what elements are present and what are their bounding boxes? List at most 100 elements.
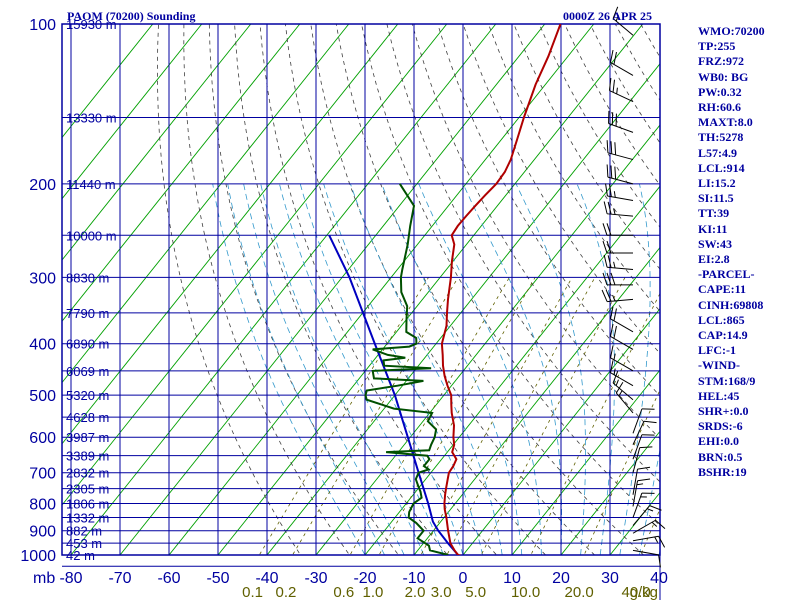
index-item: CINH:69808 [698, 297, 764, 312]
index-item: TH:5278 [698, 130, 744, 145]
barb-half-flag [613, 353, 616, 360]
barb-staff [607, 152, 634, 161]
temperature-tick-label: -60 [157, 570, 180, 587]
wind-barb [632, 420, 657, 445]
index-item: CAP:14.9 [698, 328, 748, 343]
moist-adiabat [299, 183, 464, 555]
x-axis-label: g/kg [630, 584, 658, 600]
height-label: 882 m [66, 524, 102, 539]
dry-adiabat [386, 24, 660, 483]
wind-barb [612, 371, 634, 401]
barb-staff [612, 382, 634, 401]
height-label: 6069 m [66, 364, 109, 379]
dry-adiabats [156, 24, 800, 566]
barb-flag [601, 289, 608, 302]
index-item: WMO:70200 [698, 24, 765, 38]
barb-flag [614, 166, 617, 180]
barb-flag [610, 165, 613, 179]
barb-half-flag [646, 508, 654, 512]
mixing-ratio-label: 20.0 [565, 584, 594, 600]
temperature-tick-label: -40 [255, 570, 278, 587]
wind-barb [632, 434, 655, 460]
height-label: 6890 m [66, 337, 109, 352]
isotherm-line [62, 24, 350, 384]
wind-barb [609, 360, 634, 387]
barb-flag [637, 466, 651, 470]
barb-flag [602, 223, 608, 236]
barb-flag [615, 381, 624, 394]
wind-barb [603, 201, 634, 217]
barb-staff [632, 408, 643, 434]
barb-flag [609, 345, 614, 358]
barb-flag [639, 446, 653, 449]
barb-flag [607, 255, 612, 268]
dry-adiabat [259, 24, 498, 555]
barb-flag [606, 223, 612, 236]
y-axis-label: mb [33, 570, 55, 587]
dry-adiabat [793, 24, 800, 566]
isotherm-line [266, 63, 660, 555]
wind-barb [632, 446, 653, 473]
mixing-ratio-line [530, 292, 660, 555]
wind-barb [632, 408, 655, 434]
pressure-tick-label: 100 [29, 17, 56, 34]
index-item: LCL:914 [698, 160, 745, 175]
wind-barb [603, 254, 634, 271]
dry-adiabat [564, 24, 660, 186]
pressure-tick-label: 600 [29, 430, 56, 447]
barb-flag [609, 49, 614, 63]
height-label: 15930 m [66, 17, 117, 32]
index-item: EI:2.8 [698, 252, 730, 267]
moist-adiabat [619, 183, 651, 555]
barb-staff [610, 372, 634, 387]
wind-barb [602, 240, 633, 254]
mixing-ratio-label: 1.0 [362, 584, 383, 600]
barb-flag [607, 201, 612, 215]
wind-barb [632, 519, 666, 534]
wind-barb [602, 223, 633, 236]
temperature-tick-label: 40 [650, 570, 668, 587]
temperature-trace [440, 24, 562, 555]
station-title: PAOM (70200) Sounding [67, 9, 196, 23]
barb-flag [608, 77, 612, 91]
index-item: KI:11 [698, 221, 728, 236]
isotherm-line [62, 24, 301, 322]
height-label: 3987 m [66, 430, 109, 445]
profiles [328, 24, 562, 555]
index-item: LI:15.2 [698, 176, 736, 191]
barb-staff [632, 420, 645, 445]
height-label: 4628 m [66, 410, 109, 425]
height-label: 8830 m [66, 270, 109, 285]
temperature-tick-label: -30 [304, 570, 327, 587]
moist-adiabat [515, 183, 586, 555]
barb-staff [607, 298, 634, 303]
barb-flag [606, 140, 609, 153]
barb-staff [612, 18, 634, 36]
barb-half-flag [618, 390, 623, 397]
barb-staff [609, 90, 634, 103]
index-item: LFC:-1 [698, 343, 736, 358]
barb-staff [607, 266, 634, 271]
barb-half-flag [615, 15, 619, 22]
temperature-tick-label: 10 [503, 570, 521, 587]
barb-flag [658, 554, 661, 568]
barb-flag [602, 272, 608, 286]
index-item: RH:60.6 [698, 100, 741, 115]
temperature-tick-label: -50 [206, 570, 229, 587]
index-item: -WIND- [698, 358, 740, 373]
barb-staff [610, 357, 634, 372]
wind-barb [601, 289, 634, 303]
grid [61, 23, 661, 600]
wind-barb [632, 505, 662, 526]
wind-barb [609, 306, 634, 333]
mixing-ratio-line [378, 277, 536, 555]
height-label: 11440 m [66, 177, 116, 192]
temperature-tick-label: -20 [353, 570, 376, 587]
barb-half-flag [654, 536, 659, 543]
isotherm-line [217, 24, 644, 555]
mixing-ratio-label: 0.2 [276, 584, 297, 600]
wind-barb [609, 49, 634, 76]
barb-flag [643, 420, 657, 424]
barb-staff [610, 318, 634, 333]
